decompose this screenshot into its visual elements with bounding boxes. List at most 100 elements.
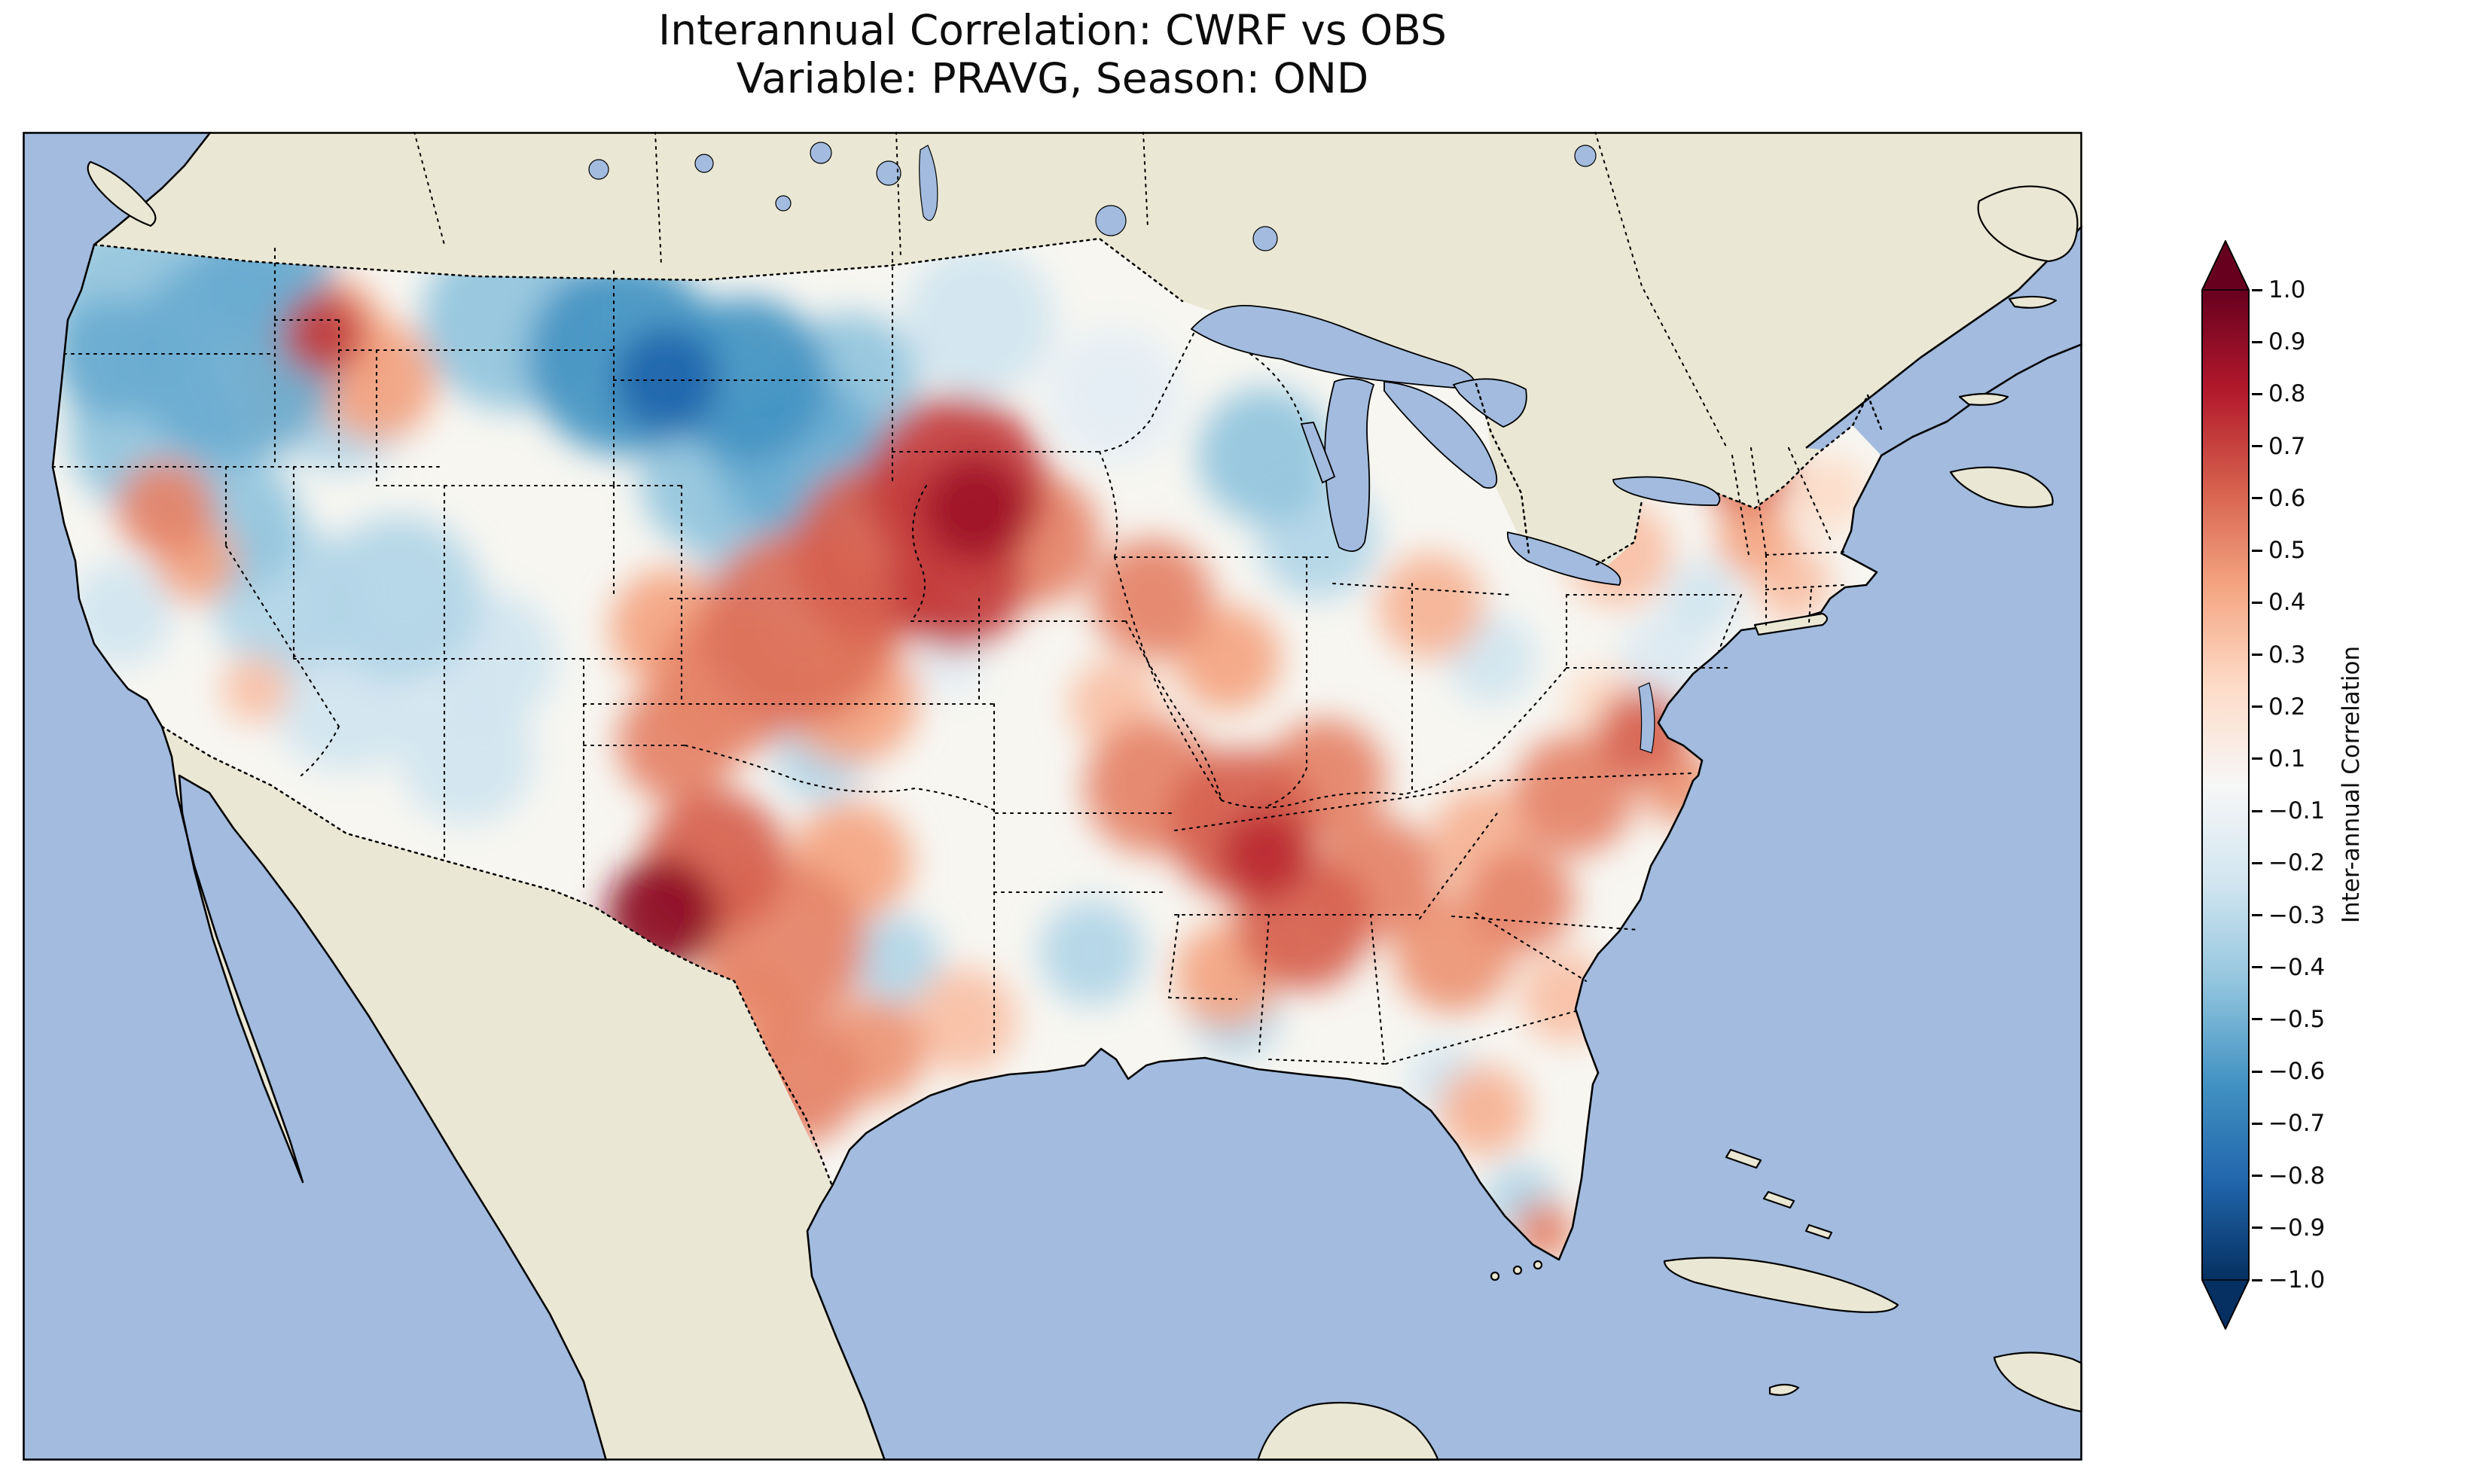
tick-label: −0.4 (2268, 953, 2326, 981)
tick-mark (2252, 497, 2262, 500)
lake-michigan (1324, 377, 1375, 553)
correlation-blob (282, 292, 365, 375)
tick-label: −0.9 (2268, 1214, 2326, 1242)
colorbar-tick: −0.7 (2252, 1110, 2325, 1137)
tick-mark (2252, 549, 2262, 552)
green-bay (1300, 422, 1336, 484)
tick-label: 0.5 (2268, 537, 2306, 565)
correlation-blob (53, 297, 173, 418)
correlation-blob (1469, 847, 1574, 952)
jamaica (1768, 1383, 1800, 1396)
tick-mark (2252, 340, 2262, 343)
correlation-blob (222, 655, 290, 723)
tick-mark (2252, 392, 2262, 395)
figure-title-line1: Interannual Correlation: CWRF vs OBS (658, 6, 1447, 54)
tick-label: −0.3 (2268, 901, 2326, 929)
colorbar-tick: −0.2 (2252, 849, 2325, 876)
tick-label: 0.4 (2268, 589, 2306, 617)
newfoundland (1977, 185, 2079, 263)
colorbar-under-triangle (2202, 1280, 2249, 1329)
correlation-blob (851, 915, 941, 1005)
tick-mark (2252, 1070, 2262, 1073)
tick-label: 0.2 (2268, 693, 2306, 721)
anticosti-island (2008, 295, 2058, 309)
correlation-blob (923, 456, 1028, 561)
correlation-blob (1047, 328, 1182, 463)
tick-label: −0.6 (2268, 1058, 2326, 1086)
tick-label: 0.8 (2268, 380, 2306, 408)
colorbar-ticks: 1.0 0.9 0.8 0.7 0.6 0.5 0.4 0.3 0.2 0.1 −0.1 −0.2 −0… (2252, 276, 2387, 1294)
correlation-blob (1039, 900, 1145, 1005)
colorbar-tick: −0.3 (2252, 902, 2325, 929)
correlation-blob (1378, 553, 1484, 659)
colorbar-tick: −0.6 (2252, 1058, 2325, 1085)
correlation-blob (1792, 456, 1868, 531)
nova-scotia (1949, 466, 2054, 508)
tick-mark (2252, 601, 2262, 604)
bahamas (1725, 1148, 1833, 1240)
canadian-lakes (588, 142, 1597, 251)
tick-mark (2252, 757, 2262, 760)
figure-title-line2: Variable: PRAVG, Season: OND (736, 54, 1369, 102)
tick-label: 1.0 (2268, 276, 2306, 303)
correlation-blob (316, 516, 482, 681)
correlation-blob (1664, 561, 1740, 636)
st-lawrence-gulf (1806, 226, 2082, 456)
colorbar-tick: 0.3 (2252, 641, 2305, 669)
colorbar-tick: −0.4 (2252, 954, 2325, 981)
colorbar-tick: 1.0 (2252, 276, 2305, 303)
colorbar-gradient-bar (2202, 290, 2249, 1280)
tick-label: 0.1 (2268, 745, 2306, 772)
correlation-blob (1717, 501, 1792, 576)
prince-edward-island (1958, 392, 2009, 406)
cuba (1663, 1257, 1899, 1313)
yucatan-peninsula (1256, 1401, 1440, 1462)
tick-label: 0.9 (2268, 328, 2306, 356)
colorbar-tick: 0.9 (2252, 328, 2305, 355)
tick-mark (2252, 966, 2262, 969)
florida-keys (1512, 1265, 1523, 1275)
colorbar-tick: 0.8 (2252, 380, 2305, 407)
colorbar-tick: −0.9 (2252, 1214, 2325, 1242)
tick-mark (2252, 861, 2262, 864)
tick-label: −0.7 (2268, 1110, 2326, 1138)
lake-erie (1507, 531, 1621, 586)
colorbar-tick: 0.1 (2252, 745, 2305, 772)
tick-mark (2252, 1227, 2262, 1230)
tick-label: −0.2 (2268, 849, 2326, 877)
tick-mark (2252, 705, 2262, 708)
vancouver-island (87, 160, 157, 227)
colorbar-tick: −1.0 (2252, 1266, 2325, 1294)
islands (87, 160, 2084, 1462)
canada-provincial-borders (413, 131, 1727, 447)
correlation-blob (68, 561, 173, 666)
tick-label: −1.0 (2268, 1266, 2326, 1294)
colorbar-tick: −0.8 (2252, 1163, 2325, 1190)
tick-mark (2252, 445, 2262, 448)
tick-label: 0.7 (2268, 432, 2306, 460)
chesapeake-bay (1638, 682, 1655, 754)
tick-label: 0.3 (2268, 641, 2306, 669)
great-lakes (1190, 305, 1721, 586)
tick-mark (2252, 809, 2262, 812)
tick-mark (2252, 654, 2262, 656)
tick-mark (2252, 1122, 2262, 1125)
correlation-blob (1197, 388, 1333, 523)
tick-mark (2252, 1278, 2262, 1281)
tick-mark (2252, 1018, 2262, 1021)
correlation-blob (1092, 538, 1213, 659)
colorbar-tick: −0.1 (2252, 797, 2325, 824)
tick-label: −0.8 (2268, 1162, 2326, 1190)
tick-mark (2252, 288, 2262, 291)
tick-label: −0.5 (2268, 1005, 2326, 1033)
correlation-blob (911, 967, 1017, 1073)
colorbar-label: Inter-annual Correlation (2338, 645, 2365, 924)
florida-keys (1533, 1260, 1543, 1270)
correlation-blob (117, 459, 215, 557)
correlation-blob (663, 297, 828, 463)
colorbar-tick: 0.2 (2252, 693, 2305, 721)
colorbar-over-triangle (2202, 241, 2249, 290)
colorbar-tick: 0.4 (2252, 589, 2305, 616)
colorbar-tick: 0.7 (2252, 433, 2305, 460)
